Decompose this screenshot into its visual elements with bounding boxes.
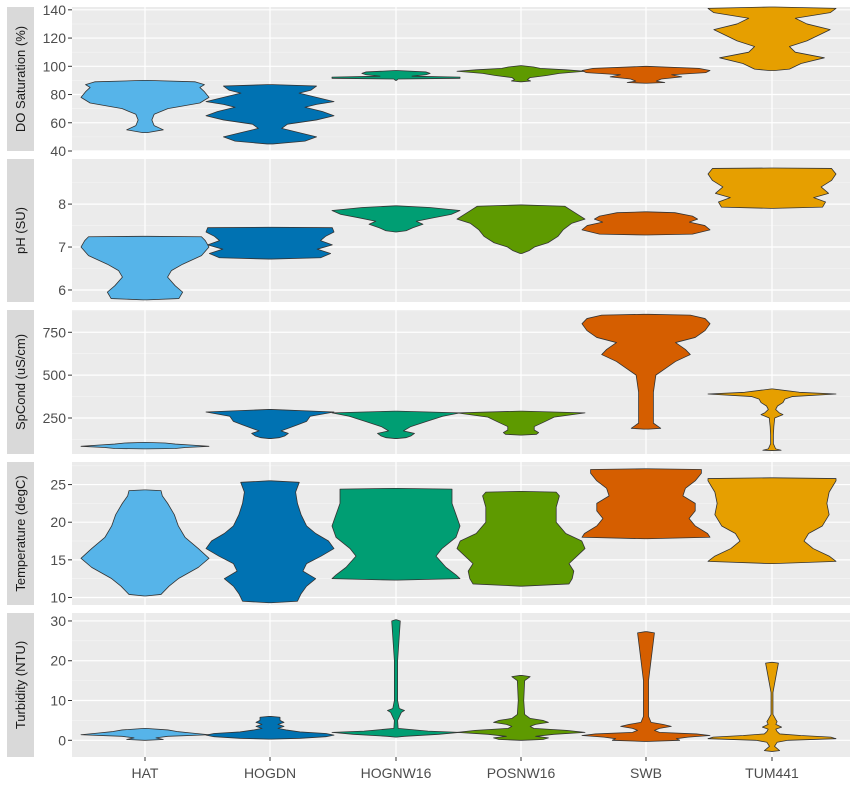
violin-hat xyxy=(80,727,210,741)
panel-strip xyxy=(7,613,34,757)
violin-posnw16 xyxy=(456,675,586,741)
x-tick-label: HOGDN xyxy=(244,765,296,781)
violin-hat xyxy=(80,441,210,450)
y-tick-label: 140 xyxy=(43,2,67,18)
violin-hat xyxy=(80,489,210,597)
y-tick-label: 7 xyxy=(58,239,66,255)
y-tick-label: 15 xyxy=(50,552,66,568)
y-tick-label: 500 xyxy=(43,367,67,383)
panel-label: SpCond (uS/cm) xyxy=(13,334,28,430)
y-tick-label: 0 xyxy=(58,732,66,748)
violin-hognw16 xyxy=(331,487,461,581)
panel-spcond-us-cm: SpCond (uS/cm) 250 500 750 xyxy=(7,310,850,454)
x-tick-label: TUM441 xyxy=(745,765,799,781)
violin-swb xyxy=(581,313,711,430)
x-tick-label: SWB xyxy=(630,765,662,781)
x-axis: HAT HOGDN HOGNW16 POSNW16 SWB TUM441 xyxy=(132,757,799,781)
y-tick-label: 10 xyxy=(50,693,66,709)
violin-swb xyxy=(581,631,711,742)
y-tick-label: 8 xyxy=(58,196,66,212)
y-tick-label: 40 xyxy=(50,143,66,159)
violin-hogdn xyxy=(205,226,335,260)
x-tick-label: HOGNW16 xyxy=(361,765,432,781)
panel-turbidity-ntu: Turbidity (NTU) 0 10 20 30 xyxy=(7,613,850,757)
panel-strip xyxy=(7,462,34,605)
violin-hat xyxy=(80,80,210,134)
violin-hat xyxy=(80,235,210,301)
violin-hogdn xyxy=(205,84,335,145)
y-tick-label: 20 xyxy=(50,514,66,530)
violin-tum441 xyxy=(707,6,837,71)
violin-posnw16 xyxy=(456,410,586,436)
violin-tum441 xyxy=(707,388,837,451)
panel-label: Temperature (degC) xyxy=(13,475,28,591)
violin-posnw16 xyxy=(456,204,586,254)
violin-hogdn xyxy=(205,716,335,740)
panel-label: DO Saturation (%) xyxy=(13,26,28,132)
violin-hogdn xyxy=(205,409,335,439)
y-tick-label: 60 xyxy=(50,115,66,131)
violin-swb xyxy=(581,65,711,84)
y-tick-label: 750 xyxy=(43,324,67,340)
y-tick-label: 6 xyxy=(58,282,66,298)
panel-strip xyxy=(7,159,34,302)
panel-strip xyxy=(7,310,34,454)
y-tick-label: 30 xyxy=(50,613,66,629)
violin-hogdn xyxy=(205,480,335,604)
plot-background xyxy=(72,310,850,454)
panel-label: pH (SU) xyxy=(13,207,28,254)
plot-background xyxy=(72,613,850,757)
x-tick-label: POSNW16 xyxy=(487,765,556,781)
y-tick-label: 120 xyxy=(43,30,67,46)
violin-hognw16 xyxy=(331,410,461,439)
violin-hognw16 xyxy=(331,205,461,233)
violin-posnw16 xyxy=(456,65,586,83)
violin-hognw16 xyxy=(331,70,461,81)
y-tick-label: 10 xyxy=(50,589,66,605)
y-tick-label: 20 xyxy=(50,653,66,669)
panel-label: Turbidity (NTU) xyxy=(13,641,28,729)
x-tick-label: HAT xyxy=(132,765,159,781)
panel-strip xyxy=(7,7,34,151)
violin-tum441 xyxy=(707,477,837,565)
panel-do-saturation: DO Saturation (%) 40 60 80 100 120 140 xyxy=(7,2,850,159)
y-tick-label: 100 xyxy=(43,58,67,74)
violin-hognw16 xyxy=(331,619,461,738)
panel-ph-su: pH (SU) 6 7 8 xyxy=(7,159,850,302)
violin-tum441 xyxy=(707,661,837,752)
y-tick-label: 80 xyxy=(50,87,66,103)
y-tick-label: 250 xyxy=(43,410,67,426)
violin-tum441 xyxy=(707,167,837,209)
panel-temperature-degc: Temperature (degC) 10 15 20 25 xyxy=(7,462,850,605)
violin-posnw16 xyxy=(456,490,586,587)
violin-swb xyxy=(581,211,711,236)
y-tick-label: 25 xyxy=(50,477,66,493)
violin-swb xyxy=(581,468,711,540)
